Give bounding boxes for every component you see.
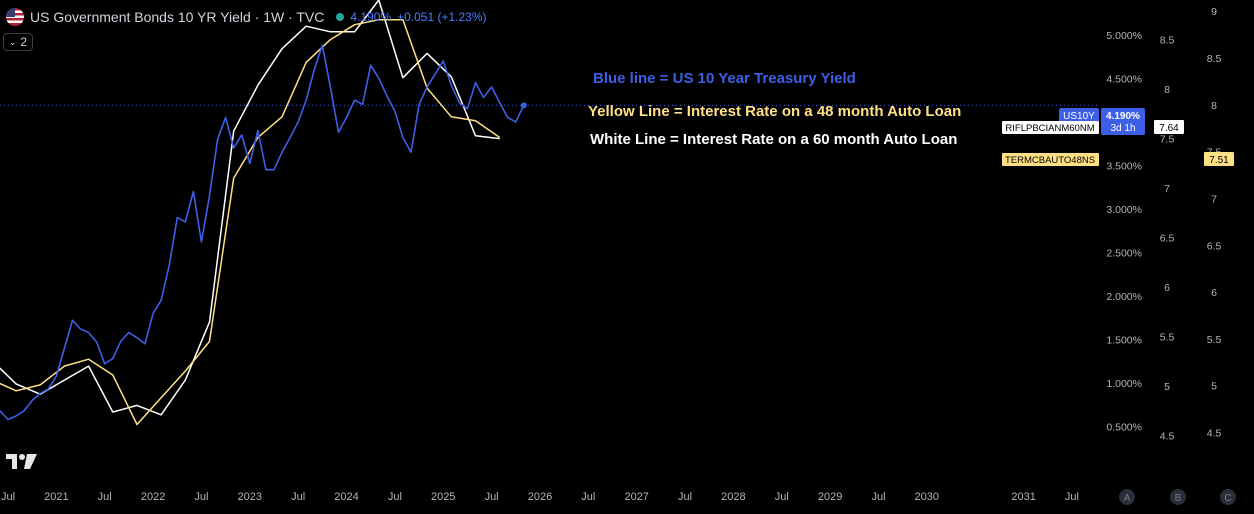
price-change: +0.051 (+1.23%) — [397, 10, 487, 24]
y-tick-label-a: 5.000% — [1106, 30, 1142, 42]
y-tick-label-a: 1.500% — [1106, 334, 1142, 346]
x-tick-label: Jul — [678, 491, 692, 503]
y-tick-label-b: 6 — [1164, 282, 1170, 294]
axis-c-button[interactable] — [1220, 489, 1236, 505]
axis-b-button-label: B — [1175, 493, 1182, 504]
axis-c-button-label: C — [1224, 493, 1231, 504]
y-tick-label-b: 4.5 — [1160, 430, 1175, 442]
x-tick-label: 2029 — [818, 491, 842, 503]
white-value-badge: 7.64 — [1159, 123, 1179, 134]
yellow-series-badge-bg — [1002, 153, 1099, 166]
y-tick-label-b: 5.5 — [1160, 331, 1175, 343]
x-tick-label: 2025 — [431, 491, 455, 503]
indicator-count: 2 — [20, 35, 28, 49]
price-badges: US10Y 4.190% 3d 1h RIFLPBCIANM60NM 7.64 … — [1002, 108, 1234, 166]
x-tick-label: Jul — [581, 491, 595, 503]
market-status-dot-icon — [336, 13, 345, 21]
y-tick-label-c: 6 — [1211, 287, 1217, 299]
annotation-yellow-line[interactable]: Yellow Line = Interest Rate on a 48 mont… — [588, 103, 962, 120]
x-tick-label: 2026 — [528, 491, 552, 503]
y-tick-label-c: 4.5 — [1207, 428, 1222, 440]
y-tick-label-a: 3.500% — [1106, 160, 1142, 172]
axis-c-ticks: 4.555.566.577.588.59 — [1207, 6, 1222, 439]
y-tick-label-b: 8 — [1164, 84, 1170, 96]
annotation-blue-line[interactable]: Blue line = US 10 Year Treasury Yield — [593, 70, 856, 87]
axis-a-button-label: A — [1124, 493, 1131, 504]
yellow-series-badge-symbol: TERMCBAUTO48NS — [1005, 155, 1095, 166]
indicators-collapse-button[interactable]: ⌄ 2 — [3, 33, 33, 51]
y-tick-label-b: 7 — [1164, 183, 1170, 195]
us10y-badge-bg — [1059, 108, 1099, 122]
axis-buttons: A B C — [1119, 489, 1236, 505]
us10y-countdown: 3d 1h — [1110, 123, 1135, 134]
us10y-value-badge: 4.190% — [1106, 111, 1140, 122]
x-tick-label: Jul — [291, 491, 305, 503]
series-line-termcbauto48ns — [0, 19, 501, 426]
tradingview-logo-icon — [6, 454, 37, 469]
x-tick-label: 2021 — [44, 491, 68, 503]
x-tick-label: 2031 — [1011, 491, 1035, 503]
yellow-value-badge: 7.51 — [1209, 155, 1229, 166]
x-tick-label: Jul — [1065, 491, 1079, 503]
x-tick-label: Jul — [871, 491, 885, 503]
x-tick-label: Jul — [485, 491, 499, 503]
us10y-value-badge-bg — [1101, 108, 1145, 135]
y-tick-label-a: 2.000% — [1106, 291, 1142, 303]
y-tick-label-a: 0.500% — [1106, 422, 1142, 434]
annotation-white-line[interactable]: White Line = Interest Rate on a 60 month… — [590, 131, 958, 148]
axis-b-button[interactable] — [1170, 489, 1186, 505]
y-tick-label-b: 7.5 — [1160, 134, 1175, 146]
series-line-us10y — [0, 44, 525, 421]
series-layer — [0, 0, 527, 426]
x-axis-ticks: Jul 2021 Jul 2022 Jul 2023 Jul 2024 Jul 2025 Jul 20… — [1, 491, 1079, 503]
y-tick-label-c: 9 — [1211, 6, 1217, 18]
series-line-riflpbcianm60nm — [0, 0, 500, 416]
x-tick-label: Jul — [98, 491, 112, 503]
yellow-value-badge-bg — [1204, 152, 1234, 166]
x-tick-label: 2023 — [238, 491, 262, 503]
last-price: 4.190% — [350, 10, 392, 24]
white-value-badge-bg — [1154, 120, 1184, 134]
x-tick-label: Jul — [194, 491, 208, 503]
x-tick-label: Jul — [1, 491, 15, 503]
chevron-down-icon: ⌄ — [8, 36, 17, 47]
y-tick-label-c: 6.5 — [1207, 240, 1222, 252]
y-tick-label-a: 1.000% — [1106, 378, 1142, 390]
x-tick-label: 2030 — [915, 491, 939, 503]
y-tick-label-b: 8.5 — [1160, 35, 1175, 47]
axis-a-ticks: 0.500% 1.000% 1.500% 2.000% 2.500% 3.000% 3.50… — [1106, 30, 1142, 434]
axis-a-button[interactable] — [1119, 489, 1135, 505]
white-series-badge-symbol: RIFLPBCIANM60NM — [1005, 123, 1094, 134]
y-tick-label-a: 4.500% — [1106, 73, 1142, 85]
y-tick-label-c: 8 — [1211, 100, 1217, 112]
chart-header: US Government Bonds 10 YR Yield · 1W · T… — [6, 6, 487, 28]
chart-title[interactable]: US Government Bonds 10 YR Yield · 1W · T… — [30, 9, 325, 25]
y-tick-label-c: 5.5 — [1207, 334, 1222, 346]
us-flag-icon — [6, 8, 24, 26]
y-tick-label-c: 7 — [1211, 194, 1217, 206]
y-tick-label-c: 5 — [1211, 381, 1217, 393]
x-tick-label: 2024 — [334, 491, 358, 503]
x-tick-label: 2027 — [624, 491, 648, 503]
us10y-badge-symbol: US10Y — [1063, 111, 1095, 122]
y-tick-label-c: 8.5 — [1207, 53, 1222, 65]
us10y-last-point — [520, 102, 527, 109]
y-tick-label-b: 5 — [1164, 381, 1170, 393]
x-tick-label: 2022 — [141, 491, 165, 503]
x-tick-label: Jul — [775, 491, 789, 503]
x-tick-label: 2028 — [721, 491, 745, 503]
white-series-badge-bg — [1002, 121, 1099, 134]
x-tick-label: Jul — [388, 491, 402, 503]
y-tick-label-a: 2.500% — [1106, 247, 1142, 259]
y-tick-label-b: 6.5 — [1160, 233, 1175, 245]
y-tick-label-a: 3.000% — [1106, 204, 1142, 216]
axis-b-ticks: 4.5 5 5.5 6 6.5 7 7.5 8 8.5 — [1160, 35, 1175, 443]
